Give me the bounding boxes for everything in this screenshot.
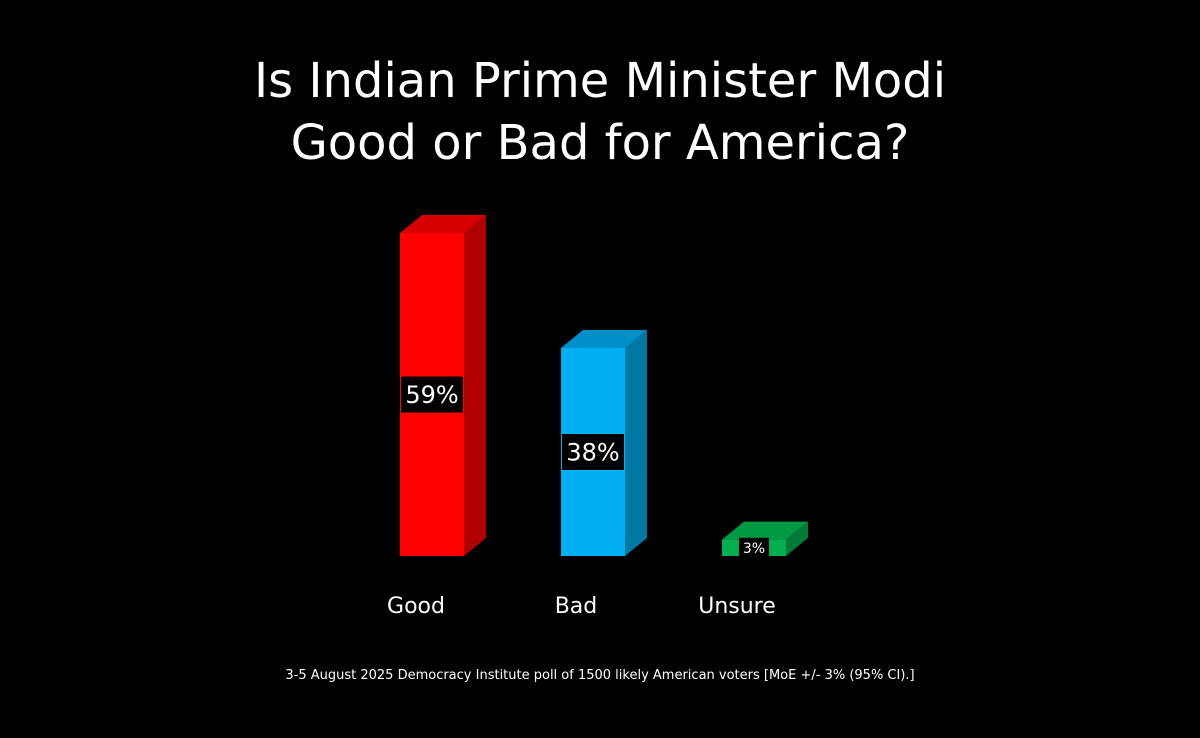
data-label-box-bad — [562, 433, 624, 470]
data-label-box-unsure — [739, 537, 769, 558]
category-label-good: Good — [387, 594, 445, 619]
bar-side-unsure — [786, 521, 808, 556]
chart-title-line-1: Is Indian Prime Minister Modi — [253, 53, 947, 109]
category-label-unsure: Unsure — [698, 594, 776, 619]
chart-title: Is Indian Prime Minister Modi Good or Ba… — [0, 50, 1200, 174]
bar-side-good — [464, 215, 486, 556]
data-label-bad: 38% — [566, 439, 619, 467]
data-label-unsure: 3% — [743, 541, 765, 557]
bar-side-bad — [625, 329, 647, 556]
bar-top-unsure — [722, 521, 808, 540]
bar-top-bad — [561, 329, 647, 348]
chart-title-line-2: Good or Bad for America? — [290, 115, 910, 171]
category-label-bad: Bad — [555, 594, 598, 619]
data-label-box-good — [401, 376, 463, 413]
data-label-good: 59% — [405, 381, 458, 409]
footnote: 3-5 August 2025 Democracy Institute poll… — [285, 668, 915, 683]
bar-top-good — [400, 215, 486, 233]
